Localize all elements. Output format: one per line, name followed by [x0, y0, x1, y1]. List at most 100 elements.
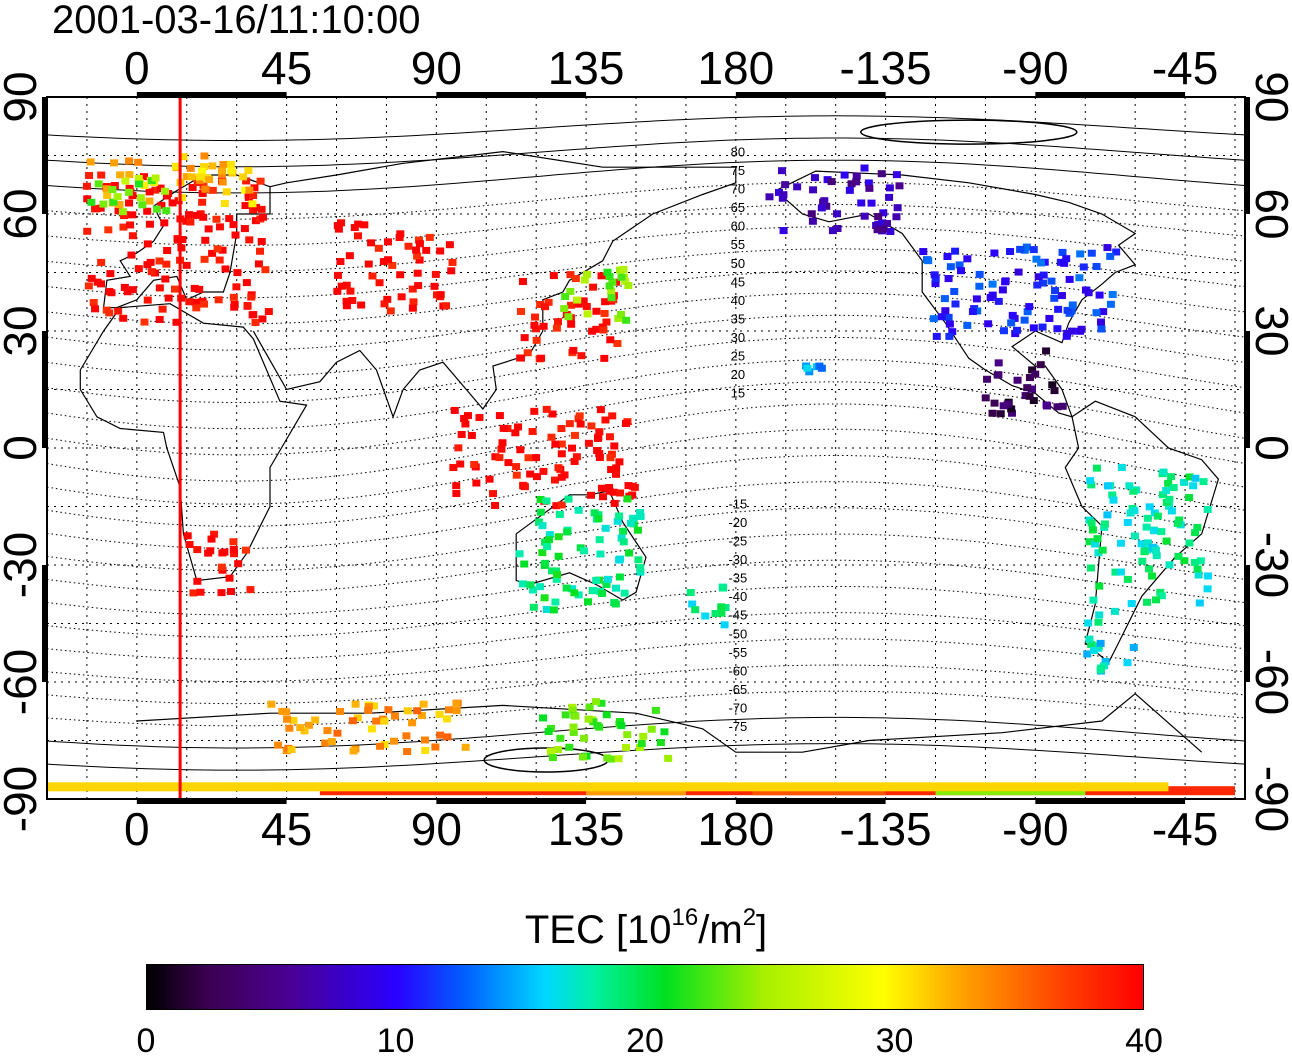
tec-pixel — [563, 528, 572, 536]
tec-pixel — [213, 245, 222, 253]
tec-pixel — [380, 717, 389, 725]
tec-pixel — [250, 184, 259, 192]
tec-pixel — [158, 305, 167, 313]
tec-pixel — [613, 517, 622, 525]
tec-pixel — [990, 249, 999, 257]
tec-pixel — [229, 545, 238, 553]
tec-pixel — [114, 307, 123, 315]
tec-pixel — [143, 207, 152, 215]
tec-pixel — [580, 276, 589, 284]
tec-pixel — [1023, 384, 1032, 392]
tec-pixel — [536, 300, 545, 308]
tec-pixel — [570, 589, 579, 597]
tec-pixel — [598, 589, 607, 597]
tec-pixel — [185, 298, 194, 306]
tec-pixel — [600, 354, 609, 362]
tec-pixel — [553, 571, 562, 579]
tec-pixel — [1112, 248, 1121, 256]
tec-pixel — [944, 275, 953, 283]
tec-pixel — [1180, 478, 1189, 486]
tec-pixel — [193, 546, 202, 554]
tec-pixel — [448, 258, 457, 266]
tec-pixel — [929, 315, 938, 323]
tec-pixel — [251, 217, 260, 225]
tec-pixel — [721, 604, 730, 612]
tec-pixel — [457, 430, 466, 438]
tec-pixel — [636, 564, 645, 572]
tec-pixel — [1089, 596, 1098, 604]
axis-bar-right — [1245, 331, 1250, 448]
tec-pixel — [579, 297, 588, 305]
tec-pixel — [557, 501, 566, 509]
tec-pixel — [1138, 557, 1147, 565]
tec-pixel — [1157, 592, 1166, 600]
tec-pixel — [259, 213, 268, 221]
tec-pixel — [603, 575, 612, 583]
magnetic-contour — [46, 612, 1246, 660]
tec-pixel — [1099, 308, 1108, 316]
tec-pixel — [498, 439, 507, 447]
tec-pixel — [109, 198, 118, 206]
tec-pixel — [1086, 564, 1095, 572]
tec-pixel — [568, 706, 577, 714]
tec-pixel — [198, 198, 207, 206]
tec-pixel — [247, 293, 256, 301]
tec-pixel — [184, 211, 193, 219]
tec-pixel — [988, 409, 997, 417]
tec-pixel — [616, 310, 625, 318]
tec-pixel — [833, 210, 842, 218]
tec-pixel — [212, 215, 221, 223]
tec-pixel — [1126, 509, 1135, 517]
tec-pixel — [1111, 568, 1120, 576]
axis-bar-bottom — [436, 799, 587, 804]
tec-pixel — [635, 744, 644, 752]
tec-pixel — [598, 493, 607, 501]
tec-pixel — [86, 158, 95, 166]
x-tick-top: -135 — [839, 42, 932, 94]
tec-pixel — [1140, 547, 1149, 555]
contour-label: -55 — [728, 645, 747, 660]
tec-pixel — [810, 174, 819, 182]
tec-pixel — [957, 267, 966, 275]
tec-pixel — [536, 496, 545, 504]
tec-pixel — [1028, 366, 1037, 374]
tec-pixel — [1148, 572, 1157, 580]
tec-pixel — [1053, 325, 1062, 333]
magnetic-contour — [46, 381, 1246, 456]
tec-pixel — [160, 219, 169, 227]
tec-pixel — [1057, 292, 1066, 300]
y-tick-right: 0 — [1246, 435, 1292, 461]
tec-pixel — [1174, 552, 1183, 560]
tec-pixel — [285, 724, 294, 732]
magnetic-contour — [46, 559, 1246, 616]
tec-pixel — [241, 202, 250, 210]
tec-pixel — [808, 217, 817, 225]
tec-pixel — [606, 454, 615, 462]
tec-pixel — [518, 580, 527, 588]
tec-pixel — [612, 470, 621, 478]
tec-pixel — [720, 621, 729, 629]
magnetic-contour — [46, 337, 1246, 403]
tec-pixel — [99, 200, 108, 208]
tec-pixel — [605, 484, 614, 492]
tec-pixel — [574, 506, 583, 514]
tec-pixel — [774, 188, 783, 196]
tec-pixel — [219, 160, 228, 168]
tec-pixel — [125, 184, 134, 192]
tec-pixel — [217, 563, 226, 571]
tec-pixel — [619, 265, 628, 273]
tec-pixel — [691, 606, 700, 614]
tec-pixel — [300, 727, 309, 735]
tec-pixel — [1095, 582, 1104, 590]
tec-pixel — [110, 159, 119, 167]
x-tick-bottom: -45 — [1151, 803, 1219, 855]
y-tick-left: 90 — [0, 71, 46, 123]
tec-pixel — [807, 210, 816, 218]
tec-pixel — [847, 180, 856, 188]
tec-pixel — [607, 294, 616, 302]
tec-pixel — [621, 419, 630, 427]
tec-pixel — [173, 235, 182, 243]
tec-pixel — [485, 475, 494, 483]
tec-pixel — [516, 307, 525, 315]
tec-pixel — [1092, 464, 1101, 472]
